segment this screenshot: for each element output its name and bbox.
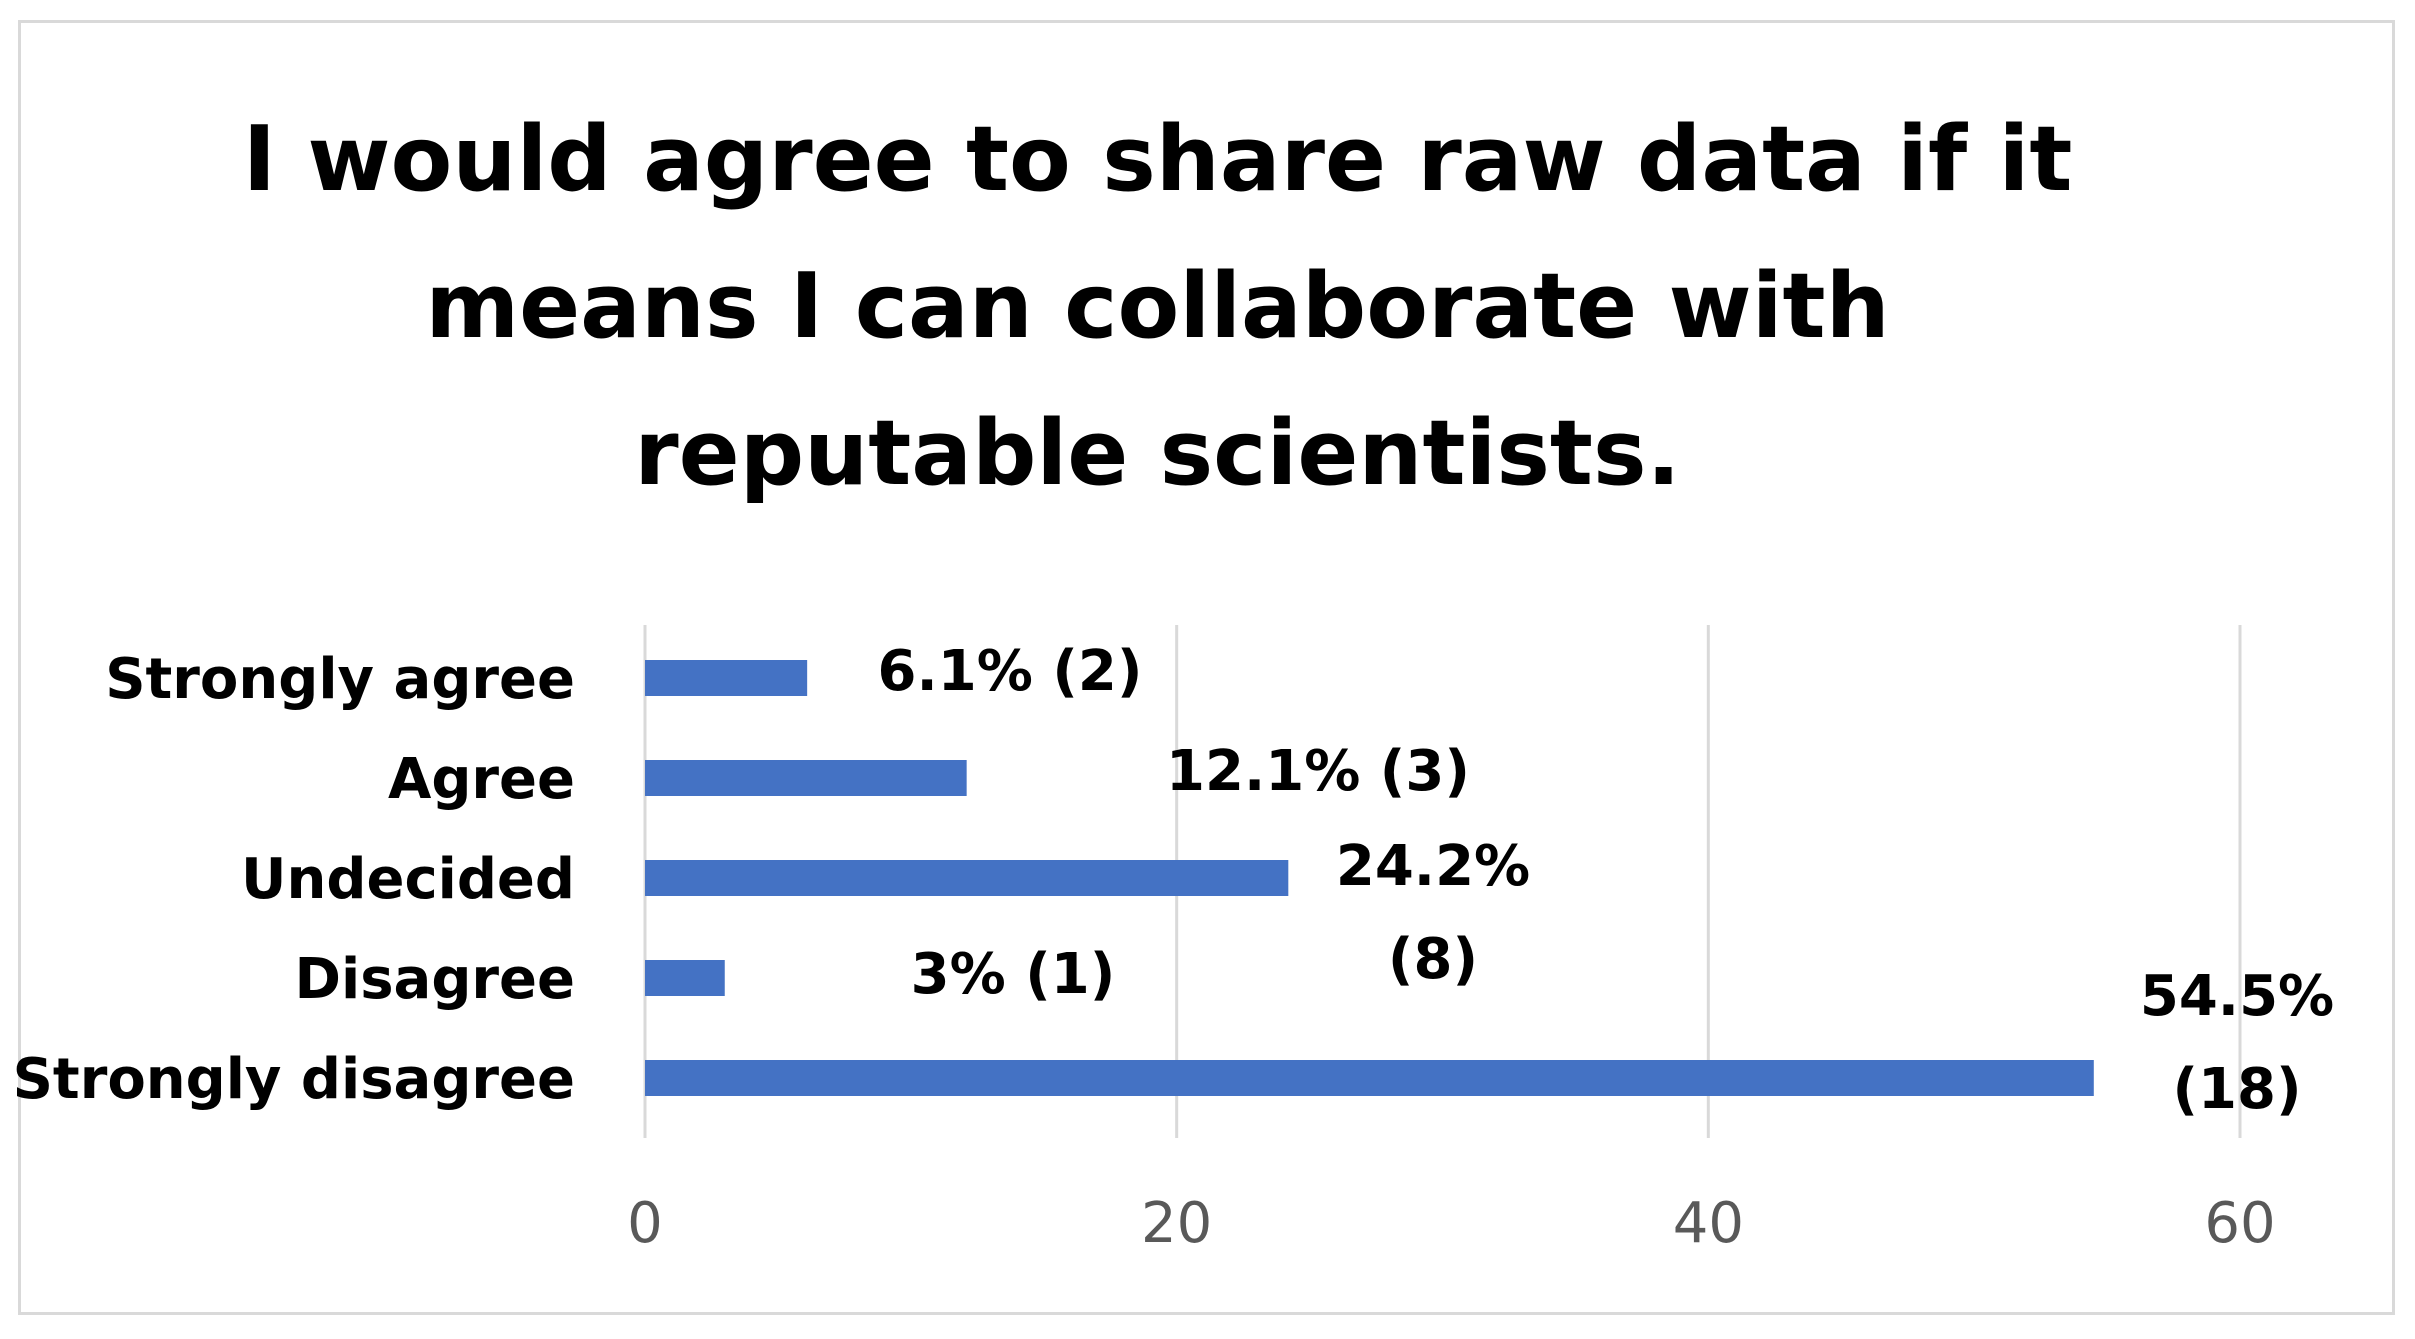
category-label: Strongly agree [105, 647, 575, 712]
bar [645, 760, 967, 796]
data-label: (8) [1388, 927, 1478, 992]
data-label: (18) [2172, 1057, 2301, 1122]
category-labels: Strongly agree Agree Undecided Disagree Stro… [13, 647, 575, 1112]
data-labels: 6.1% (2) 12.1% (3) 24.2% (8) 3% (1) 54.5% (18) [878, 639, 2335, 1122]
chart-title: I would agree to share raw data if it me… [200, 86, 2115, 527]
bar [645, 1060, 2094, 1096]
data-label: 3% (1) [911, 942, 1116, 1007]
chart-title-line: means I can collaborate with [425, 254, 1890, 359]
category-label: Undecided [241, 847, 575, 912]
bar [645, 960, 725, 996]
category-label: Strongly disagree [13, 1047, 575, 1112]
chart-title-line: reputable scientists. [634, 401, 1681, 506]
category-label: Disagree [295, 947, 575, 1012]
data-label: 6.1% (2) [878, 639, 1143, 704]
x-tick-label: 40 [1673, 1191, 1744, 1256]
data-label: 12.1% (3) [1166, 739, 1470, 804]
bar [645, 660, 808, 696]
x-tick-label: 0 [627, 1191, 663, 1256]
chart-title-line: I would agree to share raw data if it [242, 107, 2073, 212]
x-tick-label: 60 [2204, 1191, 2275, 1256]
chart-frame [18, 20, 2395, 1315]
data-label: 24.2% [1336, 834, 1530, 899]
x-tick-label: 20 [1141, 1191, 1212, 1256]
x-tick-labels: 0 20 40 60 [627, 1191, 2275, 1256]
data-label: 54.5% [2140, 964, 2334, 1029]
bar [645, 860, 1289, 896]
category-label: Agree [388, 747, 575, 812]
bars [645, 660, 2094, 1096]
